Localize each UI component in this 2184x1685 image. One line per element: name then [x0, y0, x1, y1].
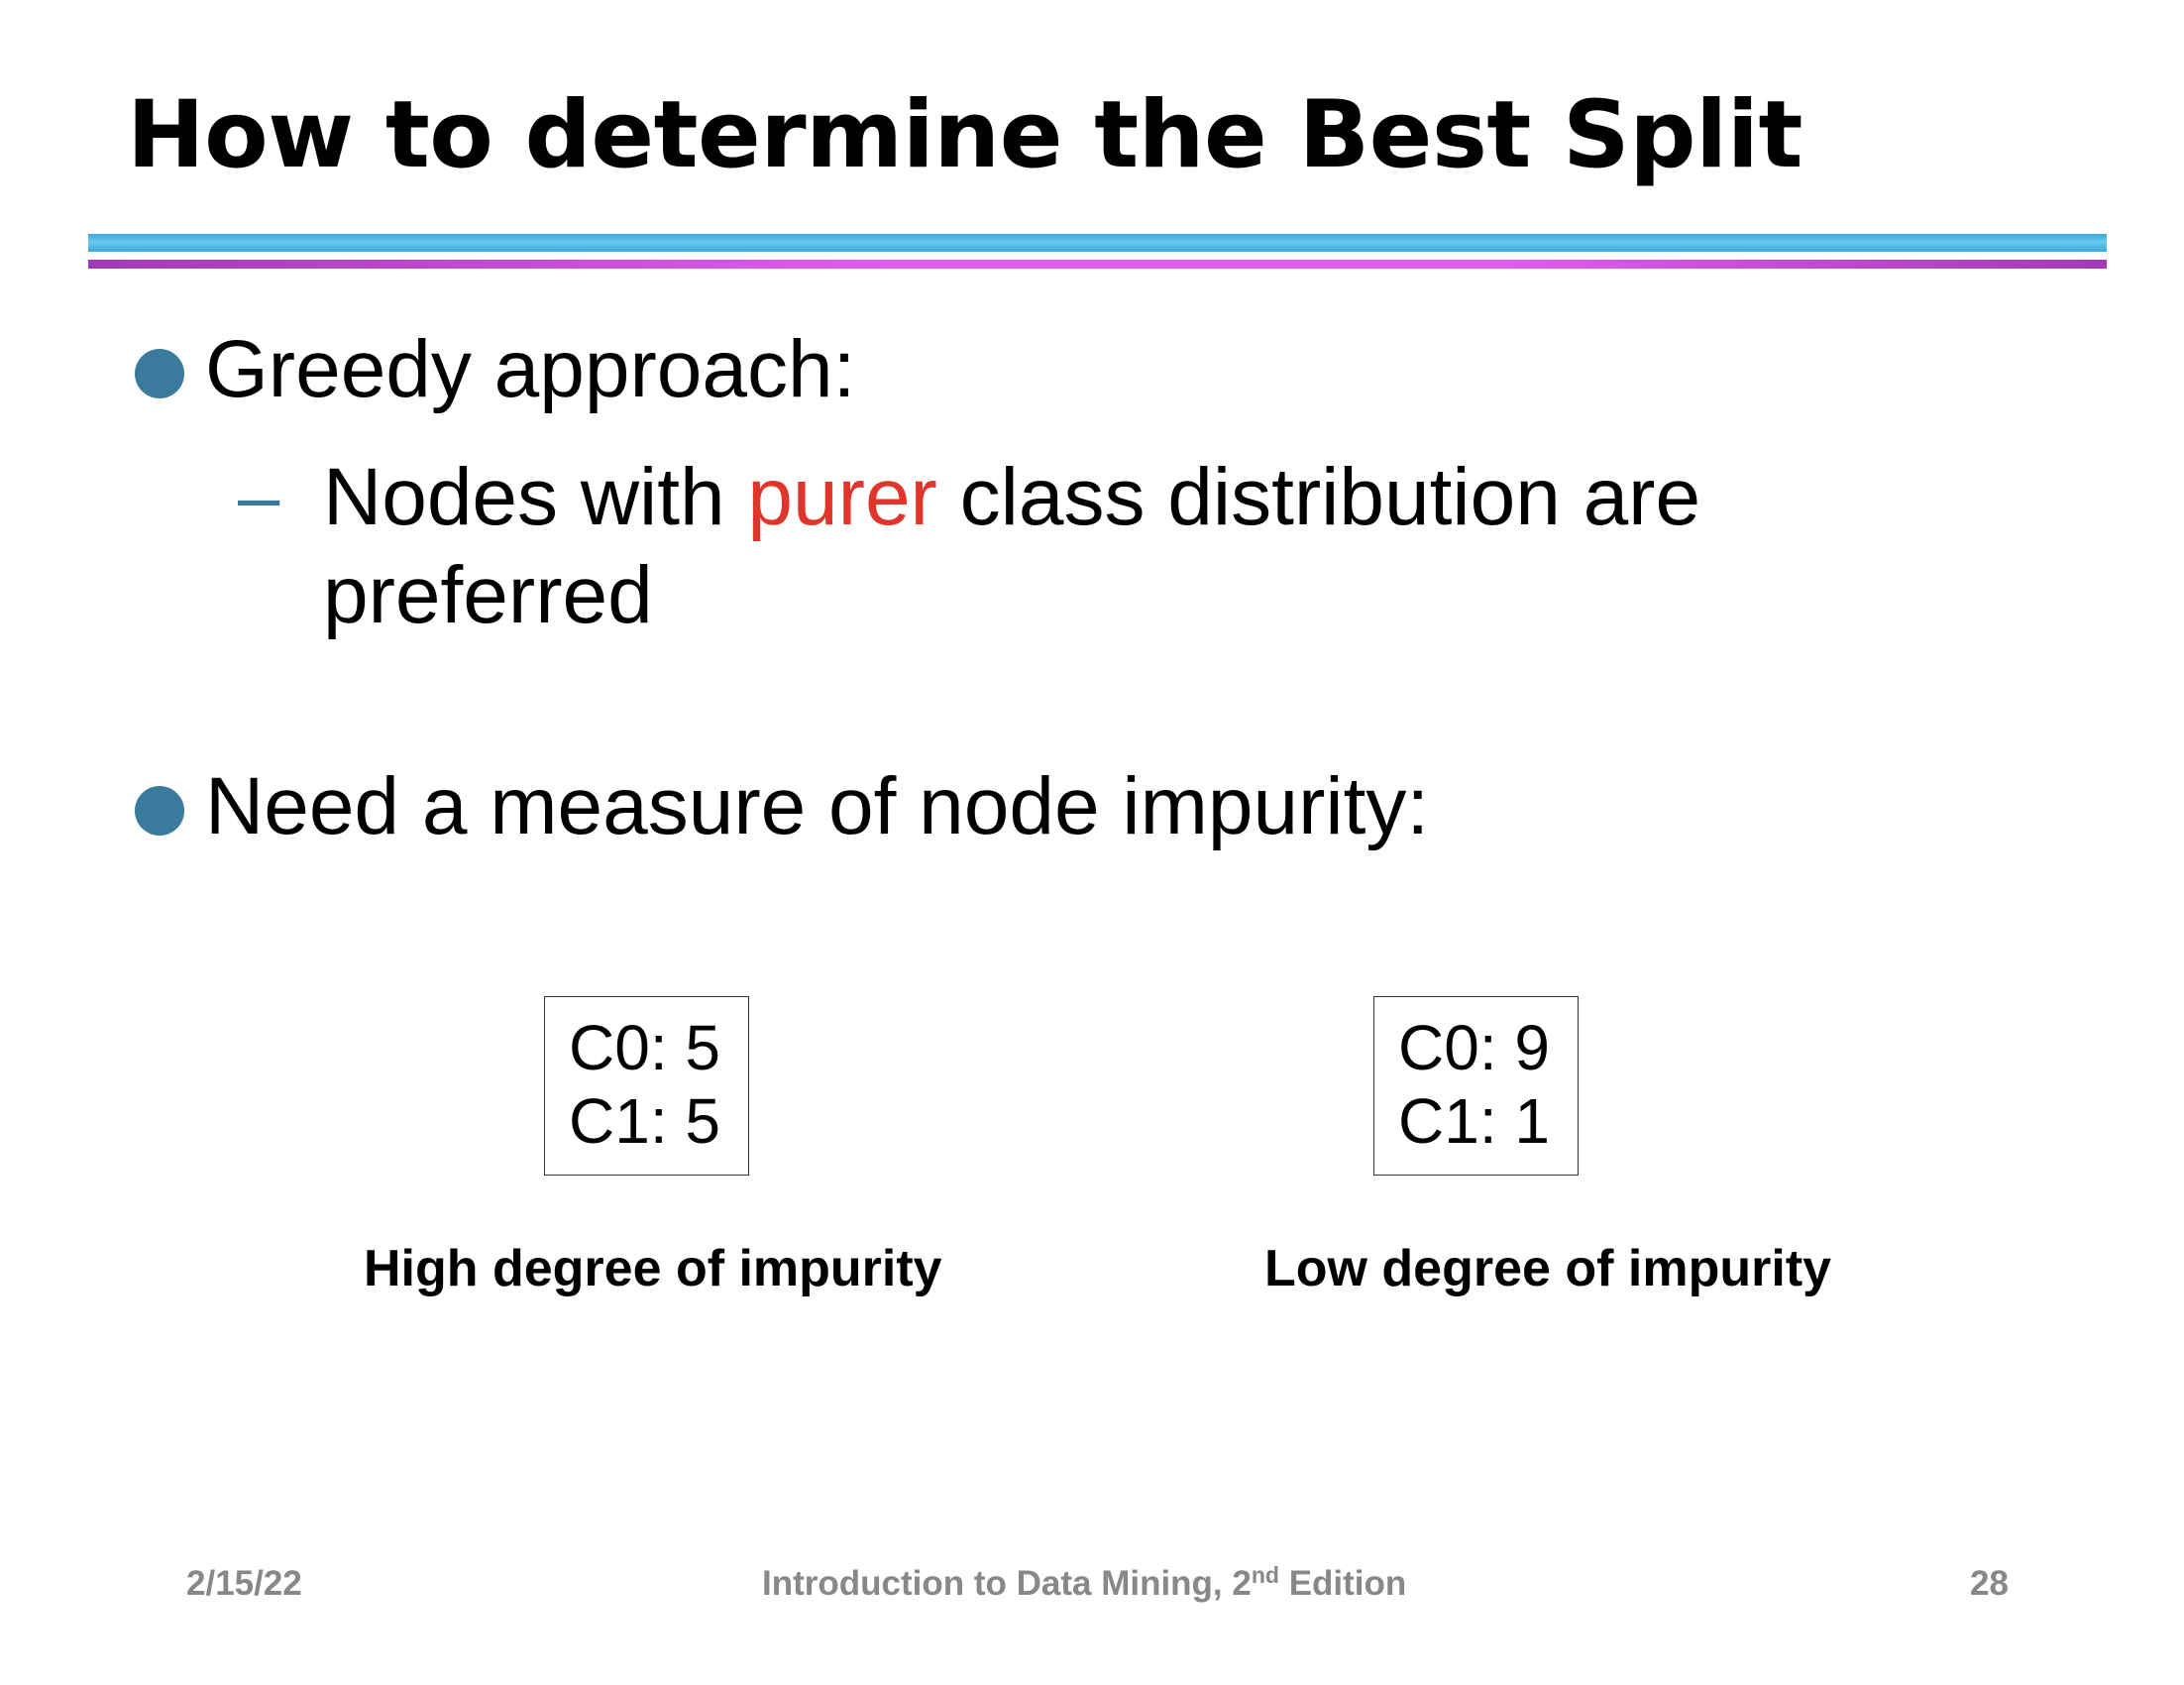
sub-bullet-text-before: Nodes with — [323, 452, 748, 542]
footer-page-number: 28 — [1970, 1564, 2009, 1603]
node-class-count: C0: 5 — [569, 1012, 720, 1083]
footer-book-superscript: nd — [1251, 1562, 1279, 1588]
footer-book-suffix: Edition — [1278, 1564, 1407, 1603]
node-class-count: C1: 1 — [1398, 1085, 1550, 1157]
bullet-dot-icon — [135, 349, 184, 398]
caption-low-impurity: Low degree of impurity — [1264, 1240, 1832, 1297]
sub-bullet-purer-nodes: Nodes with purer class distribution are — [323, 450, 1700, 545]
sub-bullet-text-after: class distribution are — [936, 452, 1701, 542]
node-box-low-impurity: C0: 9 C1: 1 — [1373, 996, 1579, 1176]
bullet-dot-icon — [135, 786, 184, 836]
bullet-impurity-measure: Need a measure of node impurity: — [205, 761, 1430, 851]
highlight-word-purer: purer — [747, 452, 937, 542]
footer-book-title: Introduction to Data Mining, 2nd Edition — [762, 1562, 1406, 1606]
slide-title: How to determine the Best Split — [127, 81, 1802, 189]
node-box-high-impurity: C0: 5 C1: 5 — [544, 996, 749, 1176]
caption-high-impurity: High degree of impurity — [364, 1240, 942, 1297]
footer-book-prefix: Introduction to Data Mining, 2 — [762, 1564, 1252, 1603]
footer-date: 2/15/22 — [186, 1564, 302, 1603]
bullet-greedy-approach: Greedy approach: — [205, 324, 856, 414]
node-class-count: C0: 9 — [1398, 1012, 1550, 1083]
title-rule-blue — [88, 234, 2107, 252]
title-rule-purple — [88, 260, 2107, 269]
sub-bullet-dash-icon: – — [238, 455, 280, 539]
node-class-count: C1: 5 — [569, 1085, 720, 1157]
sub-bullet-continuation: preferred — [323, 550, 653, 640]
